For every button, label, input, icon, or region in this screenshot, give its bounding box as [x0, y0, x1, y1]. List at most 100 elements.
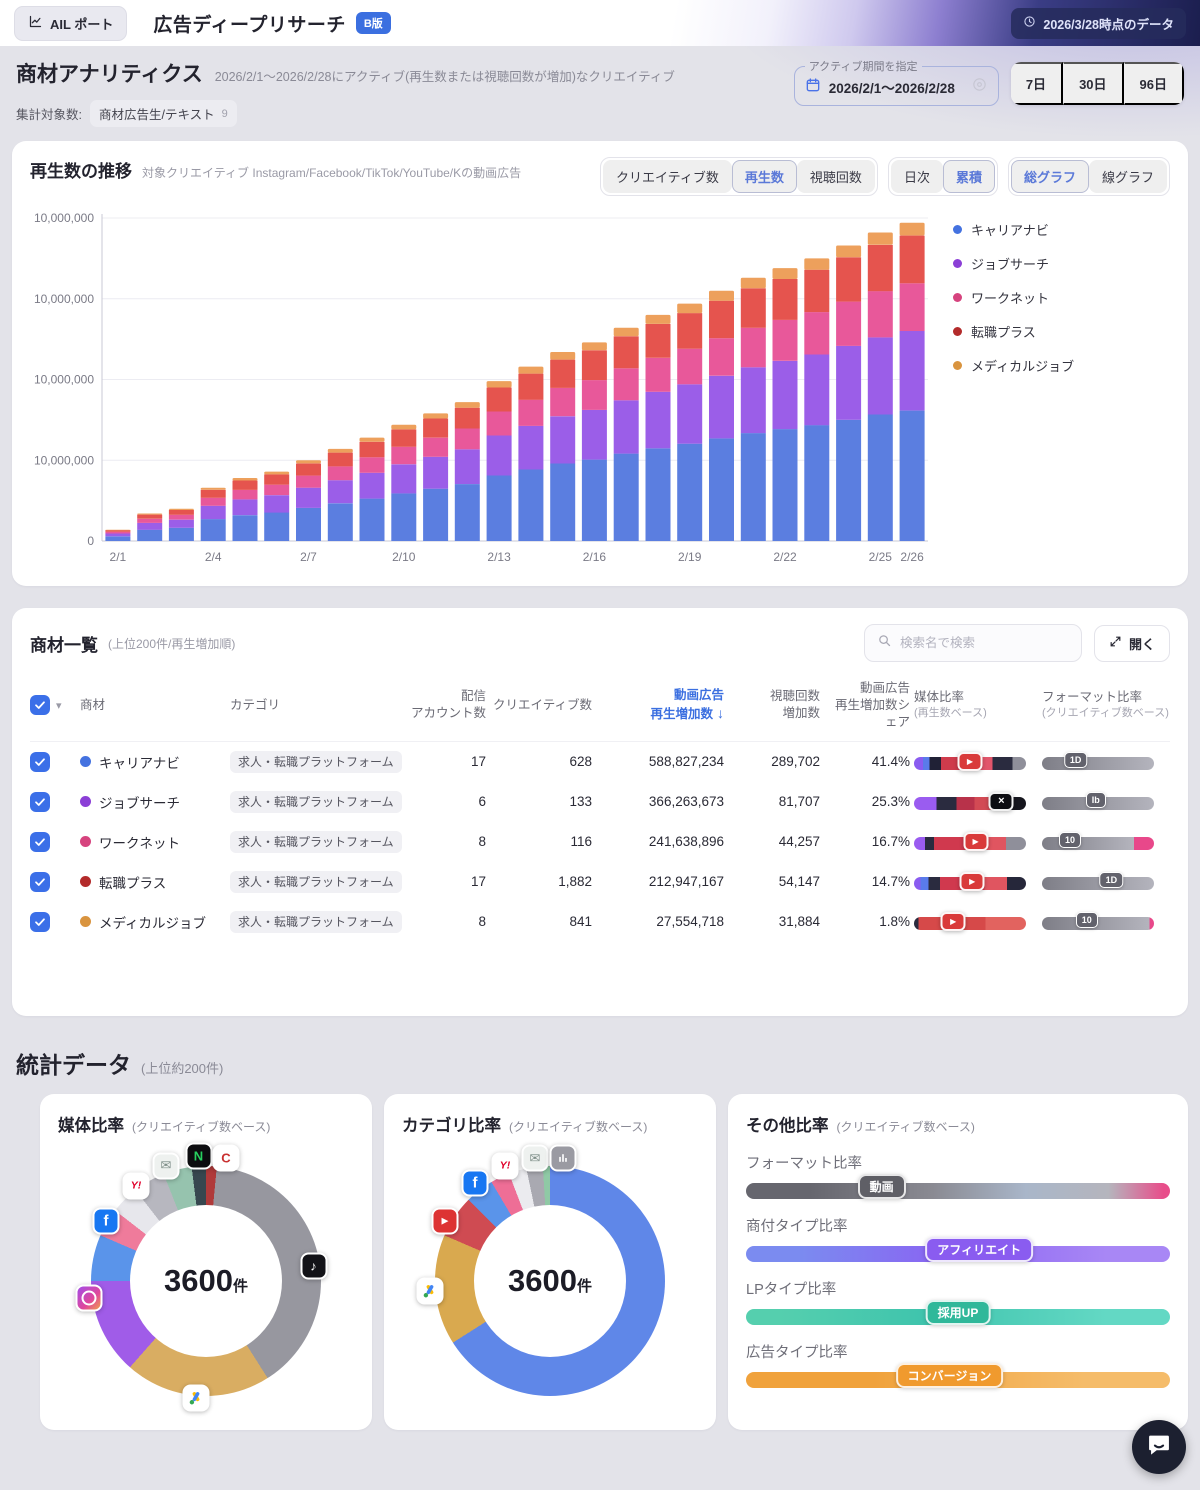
toggle-line-graph[interactable]: 線グラフ	[1088, 160, 1167, 193]
bar-segment[interactable]	[804, 269, 830, 313]
bar-segment[interactable]	[296, 463, 321, 476]
bar-segment[interactable]	[327, 466, 353, 481]
bar-segment[interactable]	[550, 416, 576, 464]
bar-segment[interactable]	[454, 484, 480, 541]
bar-segment[interactable]	[772, 360, 798, 430]
bar-segment[interactable]	[296, 487, 321, 508]
bar-segment[interactable]	[740, 367, 766, 434]
bar-segment[interactable]	[454, 428, 480, 450]
bar-segment[interactable]	[359, 437, 385, 442]
bar-segment[interactable]	[232, 478, 258, 481]
toggle-cumulative[interactable]: 累積	[942, 160, 995, 193]
media-ratio-bar[interactable]: ▶	[914, 911, 1026, 931]
bar-segment[interactable]	[645, 357, 671, 392]
caret-down-icon[interactable]: ▾	[56, 699, 62, 712]
row-checkbox[interactable]	[30, 911, 50, 932]
bar-segment[interactable]	[232, 490, 258, 500]
bar-segment[interactable]	[740, 327, 766, 368]
bar-segment[interactable]	[105, 529, 131, 531]
bar-segment[interactable]	[232, 499, 258, 516]
bar-segment[interactable]	[391, 446, 417, 465]
bar-segment[interactable]	[804, 354, 830, 426]
bar-segment[interactable]	[296, 475, 321, 488]
product-name[interactable]: ジョブサーチ	[99, 795, 180, 811]
bar-segment[interactable]	[836, 301, 862, 346]
bar-segment[interactable]	[804, 425, 830, 541]
product-name[interactable]: メディカルジョブ	[99, 915, 207, 931]
bar-segment[interactable]	[550, 359, 576, 388]
bar-segment[interactable]	[677, 384, 703, 444]
bar-segment[interactable]	[454, 402, 480, 408]
toggle-creative-count[interactable]: クリエイティブ数	[602, 160, 732, 193]
search-input[interactable]	[899, 636, 1060, 650]
bar-segment[interactable]	[264, 495, 290, 513]
bar-segment[interactable]	[168, 514, 194, 520]
bar-segment[interactable]	[613, 336, 639, 369]
product-name[interactable]: 転職プラス	[99, 875, 167, 891]
search-box[interactable]	[863, 624, 1082, 662]
toggle-daily[interactable]: 日次	[890, 160, 943, 193]
bar-segment[interactable]	[232, 480, 258, 490]
bar-segment[interactable]	[740, 288, 766, 328]
select-all-checkbox[interactable]	[30, 695, 50, 716]
bar-segment[interactable]	[836, 419, 862, 541]
stacked-bar-chart[interactable]: 0 10,000,000 10,000,000 10,000,000 10,000,00…	[30, 206, 935, 578]
bar-segment[interactable]	[772, 268, 798, 279]
bar-segment[interactable]	[581, 409, 607, 460]
bar-segment[interactable]	[105, 533, 131, 537]
other-ratio-bar[interactable]: コンバージョン	[746, 1362, 1170, 1388]
bar-segment[interactable]	[359, 457, 385, 473]
bar-segment[interactable]	[137, 522, 163, 530]
legend-item[interactable]: メディカルジョブ	[953, 356, 1167, 375]
category-ratio-donut[interactable]: 3600件 ▶ f Y! ✉	[416, 1144, 675, 1406]
legend-item[interactable]: ワークネット	[953, 288, 1167, 307]
media-ratio-bar[interactable]: ▶	[914, 871, 1026, 891]
bar-segment[interactable]	[613, 400, 639, 454]
media-ratio-donut[interactable]: 3600件 ♪ f Y! ✉ N C	[75, 1142, 331, 1412]
bar-segment[interactable]	[423, 413, 449, 419]
bar-segment[interactable]	[327, 448, 353, 453]
bar-segment[interactable]	[645, 391, 671, 449]
bar-segment[interactable]	[423, 418, 449, 438]
bar-segment[interactable]	[200, 489, 226, 498]
range-96d-button[interactable]: 96日	[1123, 62, 1184, 105]
bar-segment[interactable]	[677, 348, 703, 385]
bar-segment[interactable]	[836, 245, 862, 258]
bar-segment[interactable]	[391, 493, 417, 541]
format-ratio-bar[interactable]: 1D	[1042, 871, 1154, 890]
bar-segment[interactable]	[200, 487, 226, 490]
bar-segment[interactable]	[867, 244, 893, 292]
toggle-play-count[interactable]: 再生数	[731, 160, 797, 193]
bar-segment[interactable]	[518, 373, 544, 400]
bar-segment[interactable]	[518, 399, 544, 426]
bar-segment[interactable]	[899, 331, 925, 411]
media-ratio-bar[interactable]: ▶	[914, 751, 1026, 771]
legend-item[interactable]: 転職プラス	[953, 322, 1167, 341]
bar-segment[interactable]	[200, 505, 226, 520]
media-ratio-bar[interactable]: ▶	[914, 831, 1026, 851]
bar-segment[interactable]	[645, 448, 671, 541]
bar-segment[interactable]	[709, 290, 734, 301]
format-ratio-bar[interactable]: 10	[1042, 911, 1154, 930]
col-video-increase[interactable]: 動画広告 再生増加数 ↓	[650, 688, 724, 722]
media-ratio-bar[interactable]: ×	[914, 791, 1026, 811]
bar-segment[interactable]	[105, 530, 131, 532]
bar-segment[interactable]	[709, 300, 734, 339]
row-checkbox[interactable]	[30, 871, 50, 892]
range-7d-button[interactable]: 7日	[1010, 62, 1064, 105]
bar-segment[interactable]	[359, 441, 385, 458]
bar-segment[interactable]	[423, 488, 449, 541]
legend-item[interactable]: キャリアナビ	[953, 220, 1167, 239]
bar-segment[interactable]	[645, 323, 671, 358]
bar-segment[interactable]	[804, 258, 830, 270]
bar-segment[interactable]	[581, 380, 607, 410]
bar-segment[interactable]	[677, 443, 703, 541]
range-30d-button[interactable]: 30日	[1063, 62, 1124, 105]
bar-segment[interactable]	[486, 435, 512, 476]
bar-segment[interactable]	[137, 518, 163, 523]
date-range-value[interactable]: 2026/2/1〜2026/2/28	[828, 81, 955, 96]
format-ratio-bar[interactable]: 1D	[1042, 751, 1154, 770]
bar-segment[interactable]	[137, 529, 163, 541]
bar-segment[interactable]	[709, 338, 734, 376]
bar-segment[interactable]	[677, 313, 703, 349]
